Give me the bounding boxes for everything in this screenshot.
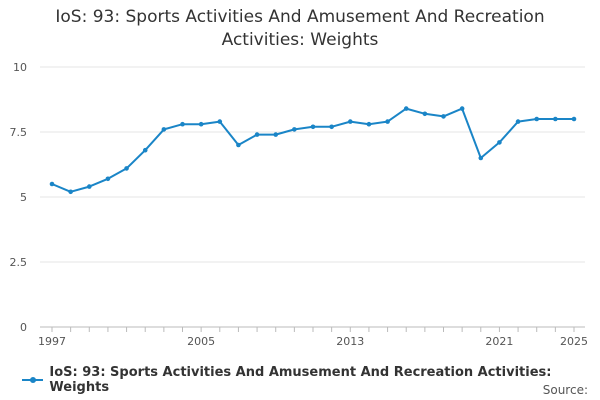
data-point[interactable]	[553, 116, 558, 122]
data-point[interactable]	[292, 127, 297, 132]
data-point[interactable]	[515, 119, 521, 124]
chart-title: IoS: 93: Sports Activities And Amusement…	[0, 6, 600, 52]
x-axis-ticks: 1997 2005 2013 2021 2025	[38, 327, 588, 348]
data-point[interactable]	[329, 124, 334, 130]
y-tick-label: 5	[20, 191, 27, 204]
data-point[interactable]	[236, 142, 241, 148]
data-point[interactable]	[478, 155, 484, 161]
x-tick-label: 2025	[560, 335, 588, 348]
data-point[interactable]	[105, 176, 111, 182]
data-point[interactable]	[441, 114, 446, 119]
y-tick-label: 2.5	[10, 256, 28, 269]
data-point[interactable]	[49, 181, 55, 187]
data-point[interactable]	[310, 124, 316, 130]
data-point[interactable]	[534, 116, 540, 122]
data-point[interactable]	[86, 184, 92, 189]
data-point[interactable]	[422, 111, 428, 117]
y-axis-ticks: 0 2.5 5 7.5 10	[10, 61, 28, 334]
series-line	[51, 107, 574, 193]
x-tick-label: 1997	[38, 335, 66, 348]
data-point[interactable]	[124, 166, 129, 171]
x-tick-label: 2013	[336, 335, 364, 348]
data-point[interactable]	[68, 189, 73, 195]
data-point[interactable]	[571, 116, 577, 122]
data-point[interactable]	[459, 106, 465, 111]
data-point[interactable]	[497, 140, 502, 145]
data-point[interactable]	[198, 121, 204, 127]
grid	[40, 66, 585, 328]
legend-line-marker-icon	[22, 377, 44, 383]
data-point[interactable]	[347, 119, 353, 124]
x-tick-label: 2021	[485, 335, 513, 348]
data-point[interactable]	[217, 119, 223, 124]
data-point[interactable]	[385, 119, 390, 124]
data-point[interactable]	[161, 127, 167, 132]
legend-label: IoS: 93: Sports Activities And Amusement…	[49, 365, 552, 395]
chart-title-line-1: IoS: 93: Sports Activities And Amusement…	[55, 7, 545, 27]
y-tick-label: 7.5	[10, 126, 28, 139]
source-label: Source:	[542, 383, 588, 397]
data-point[interactable]	[273, 132, 279, 137]
chart-title-line-2: Activities: Weights	[221, 30, 379, 50]
data-point[interactable]	[403, 106, 409, 111]
y-tick-label: 10	[13, 61, 27, 74]
legend[interactable]: IoS: 93: Sports Activities And Amusement…	[22, 365, 600, 395]
y-tick-label: 0	[20, 321, 27, 334]
x-tick-label: 2005	[187, 335, 215, 348]
data-point[interactable]	[180, 121, 185, 127]
data-point[interactable]	[366, 121, 372, 127]
series-layer	[49, 106, 577, 195]
data-point[interactable]	[254, 132, 260, 137]
data-point[interactable]	[142, 147, 148, 153]
